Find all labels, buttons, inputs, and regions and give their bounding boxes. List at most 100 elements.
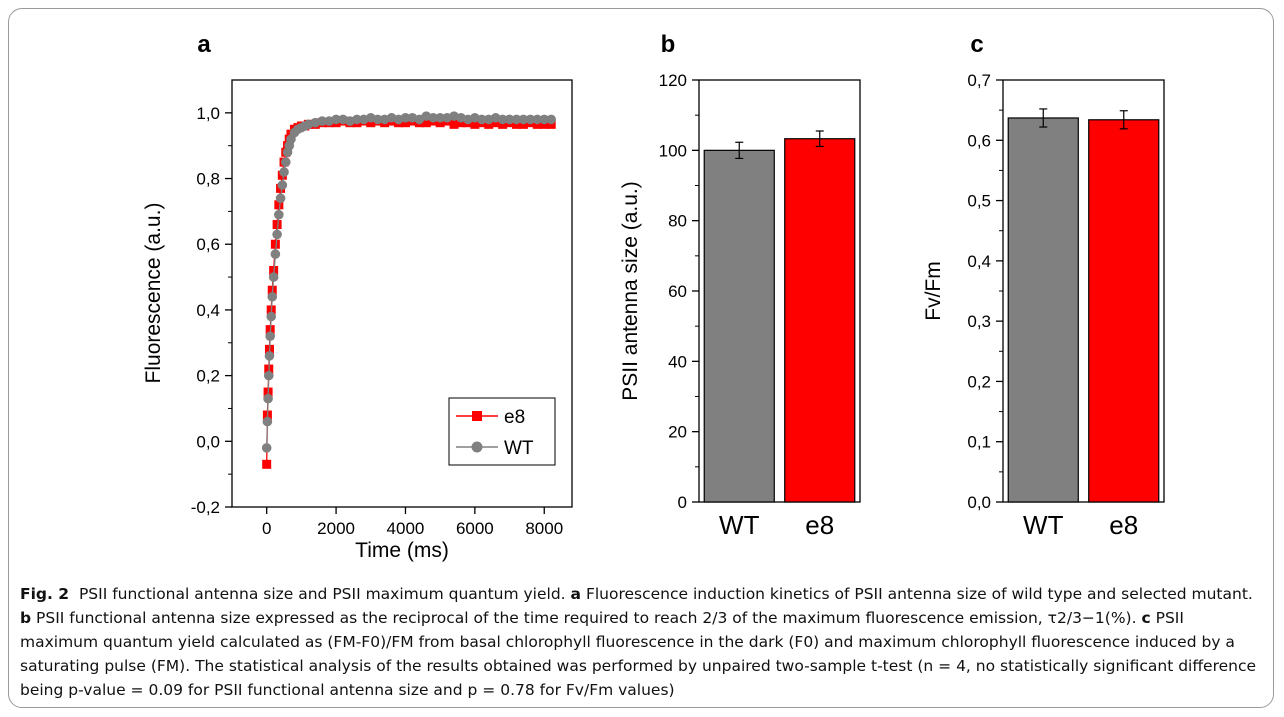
data-point-e8 bbox=[539, 119, 549, 129]
data-point-wt bbox=[264, 351, 275, 361]
panel-b-y-tick-label: 100 bbox=[659, 141, 687, 160]
panel-b-y-axis-label: PSII antenna size (a.u.) bbox=[619, 181, 642, 400]
data-point-e8 bbox=[546, 119, 556, 129]
data-point-e8 bbox=[498, 119, 508, 129]
data-point-wt bbox=[261, 443, 272, 453]
panel-a-y-tick-label: 0,8 bbox=[196, 170, 220, 189]
panel-b-y-tick-label: 0 bbox=[678, 493, 687, 512]
data-point-wt bbox=[428, 112, 439, 123]
caption-text-b: PSII functional antenna size expressed a… bbox=[36, 609, 1137, 627]
data-point-wt bbox=[504, 114, 515, 125]
data-point-e8 bbox=[532, 119, 542, 129]
panel-label-b: b bbox=[661, 31, 676, 58]
panel-b-chart: 0 20 40 60 80 100 120 WT e8 PSII antenna size (… bbox=[619, 71, 861, 540]
caption-tag-a: a bbox=[570, 585, 582, 603]
data-point-e8 bbox=[421, 118, 431, 128]
panel-a-y-tick-label: 0,0 bbox=[196, 432, 220, 451]
data-point-wt bbox=[265, 331, 275, 342]
data-point-wt bbox=[317, 116, 328, 126]
data-point-wt bbox=[275, 193, 286, 204]
data-point-wt bbox=[272, 229, 282, 240]
panel-c-y-tick-label: 0,2 bbox=[967, 372, 991, 391]
data-point-wt bbox=[263, 370, 274, 381]
panel-c-bar-wt bbox=[1007, 117, 1079, 503]
caption-label: Fig. 2 bbox=[20, 585, 70, 603]
panel-a-x-tick-label: 2000 bbox=[317, 519, 355, 538]
panel-a-y-tick-label: 1,0 bbox=[196, 104, 220, 123]
data-point-e8 bbox=[272, 220, 282, 230]
caption-text-a: Fluorescence induction kinetics of PSII … bbox=[585, 585, 1253, 603]
data-point-wt bbox=[279, 167, 289, 177]
panel-c-y-tick-label: 0,6 bbox=[967, 131, 991, 150]
panel-a-x-tick-label: 8000 bbox=[525, 519, 563, 538]
panel-b-category-label-e8: e8 bbox=[805, 510, 834, 540]
panel-a-y-tick-label: 0,2 bbox=[196, 367, 220, 386]
panel-c-category-label-e8: e8 bbox=[1109, 510, 1138, 540]
panel-c-y-tick-label: 0,3 bbox=[967, 312, 991, 331]
figure-caption: Fig. 2 PSII functional antenna size and … bbox=[20, 582, 1265, 702]
caption-tag-c: c bbox=[1141, 609, 1151, 627]
data-point-wt bbox=[525, 114, 536, 125]
data-point-wt bbox=[270, 249, 281, 259]
data-point-wt bbox=[267, 291, 278, 302]
panel-c-y-tick-label: 0,1 bbox=[967, 433, 991, 452]
figure-svg: a b c 0 2000 4000 6000 8000-0,20,00,20,40,60… bbox=[142, 31, 1165, 562]
panel-c-y-tick-label: 0,4 bbox=[967, 252, 991, 271]
panel-c-y-tick-label: 0,7 bbox=[967, 71, 991, 90]
data-point-e8 bbox=[366, 118, 376, 128]
panel-b-category-label-wt: WT bbox=[719, 510, 760, 540]
data-point-e8 bbox=[518, 119, 528, 129]
data-point-wt bbox=[532, 114, 543, 125]
data-point-wt bbox=[266, 311, 277, 322]
panel-c-y-axis-label: Fv/Fm bbox=[922, 261, 945, 320]
data-point-e8 bbox=[449, 119, 459, 129]
data-point-wt bbox=[400, 112, 411, 123]
data-point-wt bbox=[352, 114, 362, 125]
panel-b-bar-e8 bbox=[784, 138, 856, 503]
panel-c-category-label-wt: WT bbox=[1023, 510, 1064, 540]
data-point-wt bbox=[372, 114, 383, 125]
data-point-e8 bbox=[274, 200, 284, 210]
caption-tag-b: b bbox=[20, 609, 32, 627]
panel-a-y-tick-label: 0,6 bbox=[196, 235, 220, 254]
data-point-e8 bbox=[262, 459, 272, 469]
panel-label-c: c bbox=[970, 31, 983, 58]
panel-a-x-tick-label: 6000 bbox=[456, 519, 494, 538]
data-point-wt bbox=[476, 114, 487, 125]
data-point-e8 bbox=[511, 119, 521, 129]
panel-a-x-axis-label: Time (ms) bbox=[355, 539, 449, 562]
data-point-e8 bbox=[270, 239, 280, 249]
data-point-e8 bbox=[491, 118, 501, 128]
panel-c-bar-e8 bbox=[1088, 119, 1160, 503]
panel-a-plot-frame bbox=[231, 79, 573, 508]
panel-c-chart: 0,0 0,1 0,2 0,3 0,4 0,5 0,6 0,7 WT e8 Fv/Fm bbox=[922, 71, 1165, 540]
legend-label-wt: WT bbox=[504, 438, 534, 459]
panel-a-legend: e8 WT bbox=[448, 397, 556, 466]
data-point-wt bbox=[539, 114, 550, 125]
data-point-wt bbox=[280, 157, 291, 167]
data-point-e8 bbox=[400, 118, 410, 128]
caption-title: PSII functional antenna size and PSII ma… bbox=[78, 585, 566, 603]
data-point-wt bbox=[277, 180, 288, 190]
legend-label-e8: e8 bbox=[504, 407, 525, 428]
data-point-wt bbox=[497, 114, 508, 125]
panel-b-y-tick-label: 120 bbox=[659, 71, 687, 90]
data-point-wt bbox=[263, 393, 273, 404]
panel-label-a: a bbox=[197, 31, 211, 58]
panel-c-y-tick-label: 0,5 bbox=[967, 192, 991, 211]
data-point-wt bbox=[518, 114, 529, 125]
data-point-wt bbox=[435, 112, 445, 123]
data-point-e8 bbox=[435, 118, 445, 128]
data-point-wt bbox=[262, 416, 273, 427]
panel-b-y-tick-label: 20 bbox=[668, 423, 687, 442]
data-point-wt bbox=[268, 272, 279, 282]
data-point-e8 bbox=[484, 119, 494, 129]
legend-marker-e8 bbox=[472, 411, 482, 421]
data-point-e8 bbox=[456, 118, 466, 128]
panel-a-y-axis-label: Fluorescence (a.u.) bbox=[142, 203, 165, 384]
panel-a-y-tick-label: 0,4 bbox=[196, 301, 220, 320]
panel-c-y-tick-label: 0,0 bbox=[967, 493, 991, 512]
data-point-wt bbox=[511, 114, 522, 125]
legend-marker-wt bbox=[471, 441, 483, 453]
panel-a-y-tick-label: -0,2 bbox=[191, 498, 220, 517]
